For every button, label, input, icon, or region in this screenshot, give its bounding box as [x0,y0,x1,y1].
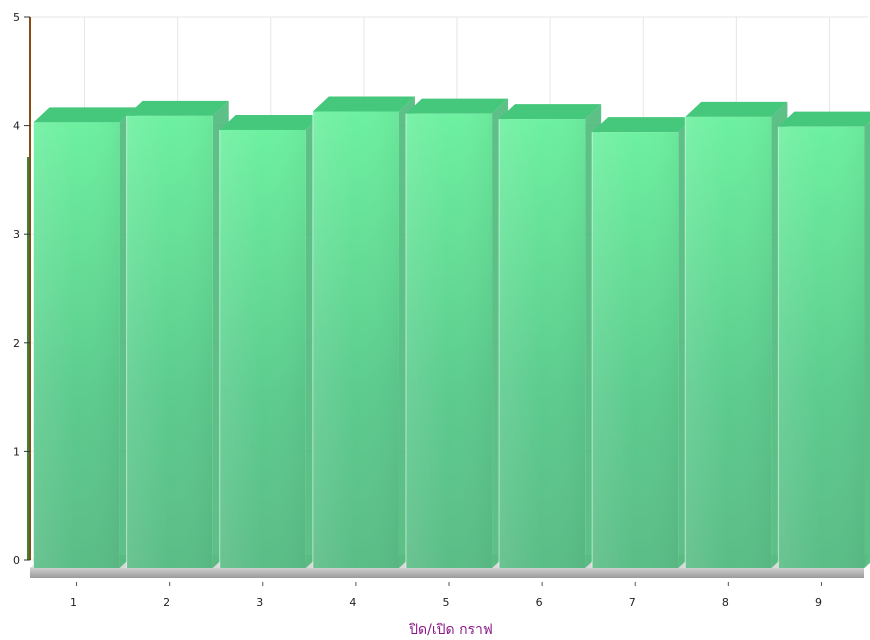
bar-shine [126,115,213,569]
x-tick-label: 7 [629,596,636,609]
x-tick-label: 4 [349,596,356,609]
bar-top [685,101,788,117]
bar-shine [33,122,120,568]
bar-shine [778,126,865,568]
y-tick-label: 0 [13,554,20,567]
x-tick-label: 2 [163,596,170,609]
bar-shine [219,129,306,568]
bar-shine [405,113,493,569]
bar-shine [499,119,586,569]
bar[interactable] [312,96,415,569]
y-tick-label: 1 [13,445,20,458]
bar-top [778,111,870,127]
y-tick-label: 2 [13,337,20,350]
bar[interactable] [126,100,229,569]
bar[interactable] [684,101,788,569]
x-tick-label: 6 [536,596,543,609]
bar-top [219,114,322,130]
bar[interactable] [591,117,695,568]
axes: 0 1 2 3 4 5 1 2 3 4 5 6 7 8 9 [13,11,822,609]
bar-top [405,98,509,114]
bar-shine [592,132,679,568]
bar[interactable] [32,107,136,568]
bar[interactable] [777,111,870,568]
bar[interactable] [219,114,322,568]
bars-group [32,96,870,569]
bar-side [864,121,870,568]
bar-top [312,96,415,112]
y-tick-label: 4 [13,120,20,133]
bar-top [499,104,602,120]
x-tick-label: 9 [815,596,822,609]
toggle-chart-link[interactable]: ปิด/เปิด กราฟ [409,622,493,638]
x-tick-label: 8 [722,596,729,609]
y-tick-label: 5 [13,11,20,24]
x-tick-label: 5 [443,596,450,609]
x-tick-label: 1 [70,596,77,609]
bar-top [592,117,695,133]
y-tick-label: 3 [13,228,20,241]
bar-shine [685,116,772,569]
bar[interactable] [498,104,602,569]
bar[interactable] [405,98,509,569]
x-tick-label: 3 [256,596,263,609]
bar-top [126,100,229,116]
bar-top [33,107,136,123]
floor-front [30,568,864,578]
bar-shine [312,111,399,569]
